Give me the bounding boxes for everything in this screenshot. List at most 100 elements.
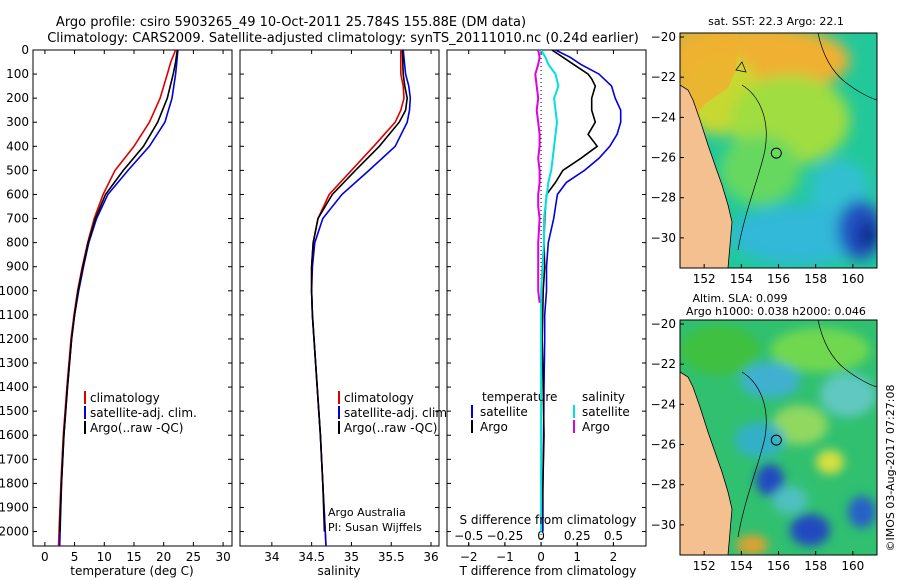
depth-tick-label: 100 bbox=[6, 67, 29, 81]
depth-tick-label: 0 bbox=[21, 43, 29, 57]
sst-map: sat. SST: 22.3 Argo: 22.1 152 154 156 158 16… bbox=[651, 15, 878, 286]
sla-map-subtitle: Argo h1000: 0.038 h2000: 0.046 bbox=[686, 305, 866, 318]
map-lat-label: −28 bbox=[651, 191, 676, 205]
difference-depth-ticks bbox=[447, 49, 646, 533]
sla-colour-blobs bbox=[680, 325, 876, 555]
x-tick-label: 0 bbox=[41, 550, 49, 564]
x-tick-label: 34.5 bbox=[298, 550, 325, 564]
imos-credit: ©IMOS 03-Aug-2017 07:27:08 bbox=[884, 385, 897, 552]
legend-label-climatology: climatology bbox=[90, 391, 160, 405]
x-tick-label: 35 bbox=[344, 550, 359, 564]
sla-contour bbox=[737, 371, 767, 538]
legend-label-s-satellite: satellite bbox=[582, 405, 630, 419]
series-line-argo-raw-qc- bbox=[58, 50, 179, 532]
map-lat-label: −26 bbox=[651, 438, 676, 452]
depth-tick-label: 600 bbox=[6, 187, 29, 201]
map-lat-label: −20 bbox=[651, 317, 676, 331]
depth-tick-label: 1700 bbox=[0, 452, 29, 466]
sst-map-field bbox=[680, 33, 877, 268]
salinity-x-axis: 34 34.5 35 35.5 36 bbox=[264, 50, 439, 564]
legend-label-argo: Argo(..raw -QC) bbox=[344, 421, 437, 435]
sla-high-blob bbox=[816, 450, 844, 474]
sst-map-ticks: 152 154 156 158 160 −20 −22 −24 −26 −28 −30 bbox=[651, 30, 865, 286]
map-lat-label: −30 bbox=[651, 231, 676, 245]
x-tick-label: 20 bbox=[156, 550, 171, 564]
map-lat-label: −30 bbox=[651, 518, 676, 532]
x-tick-label: 25 bbox=[186, 550, 201, 564]
sla-high-blob bbox=[736, 535, 768, 555]
depth-tick-label: 1100 bbox=[0, 308, 29, 322]
sst-reef bbox=[735, 61, 747, 73]
sla-low-blob bbox=[756, 464, 784, 496]
sla-blob bbox=[740, 362, 800, 398]
temperature-x-axis: 0 5 10 15 20 25 30 bbox=[41, 50, 231, 564]
x-tick-label: 10 bbox=[97, 550, 112, 564]
map-lon-label: 152 bbox=[693, 272, 716, 286]
depth-tick-label: 1000 bbox=[0, 284, 29, 298]
legend-title-temperature: temperature bbox=[482, 390, 557, 404]
depth-tick-label: 1400 bbox=[0, 380, 29, 394]
difference-x-axes: −2 −1 0 1 2 −0.5 −0.25 0 0.25 0.5 bbox=[454, 50, 623, 564]
legend-label-t-satellite: satellite bbox=[480, 405, 528, 419]
sla-map: Altim. SLA: 0.099 Argo h1000: 0.038 h200… bbox=[651, 292, 878, 573]
map-lon-label: 154 bbox=[730, 559, 753, 573]
depth-tick-label: 1600 bbox=[0, 428, 29, 442]
sla-blob bbox=[772, 486, 808, 514]
legend-label-s-argo: Argo bbox=[582, 420, 610, 434]
map-lon-label: 156 bbox=[767, 559, 790, 573]
sst-coastal-warm bbox=[680, 33, 738, 112]
argo-location-marker bbox=[770, 434, 782, 446]
depth-tick-label: 700 bbox=[6, 212, 29, 226]
sst-contour bbox=[817, 33, 877, 101]
legend-label-satellite: satellite-adj. clim. bbox=[90, 406, 197, 420]
footer-pi: PI: Susan Wijffels bbox=[328, 521, 422, 534]
depth-tick-label: 1800 bbox=[0, 476, 29, 490]
salinity-axes-frame bbox=[239, 49, 440, 547]
depth-tick-label: 1900 bbox=[0, 500, 29, 514]
x-tick-label: 30 bbox=[215, 550, 230, 564]
difference-legend-temperature: temperature satellite Argo bbox=[471, 390, 557, 434]
depth-tick-label: 1500 bbox=[0, 404, 29, 418]
sla-low-blob bbox=[790, 514, 830, 546]
depth-tick-label: 500 bbox=[6, 163, 29, 177]
map-lat-label: −28 bbox=[651, 478, 676, 492]
depth-tick-label: 300 bbox=[6, 115, 29, 129]
sla-blob bbox=[772, 405, 828, 445]
sla-blob bbox=[735, 422, 785, 458]
sla-blob bbox=[680, 325, 760, 375]
temperature-xlabel: temperature (deg C) bbox=[70, 564, 193, 578]
legend-label-argo: Argo(..raw -QC) bbox=[90, 421, 183, 435]
salinity-series bbox=[310, 50, 412, 546]
legend-title-salinity: salinity bbox=[582, 390, 625, 404]
series-line-temperature-satellite bbox=[542, 50, 622, 532]
sla-land bbox=[680, 371, 733, 555]
x-tick-label: 36 bbox=[423, 550, 438, 564]
sla-map-field bbox=[680, 320, 877, 555]
depth-tick-label: 200 bbox=[6, 91, 29, 105]
difference-xlabel: T difference from climatology bbox=[459, 564, 637, 578]
sst-land bbox=[680, 84, 733, 268]
difference-series bbox=[534, 50, 622, 546]
header-line2: Climatology: CARS2009. Satellite-adjuste… bbox=[47, 31, 639, 46]
map-lon-label: 160 bbox=[841, 272, 864, 286]
difference-panel: −2 −1 0 1 2 −0.5 −0.25 0 0.25 0.5 temperature sat… bbox=[446, 49, 647, 578]
x-top-tick-label: −0.25 bbox=[487, 529, 524, 543]
sla-blob bbox=[770, 328, 870, 372]
map-lon-label: 158 bbox=[804, 559, 827, 573]
series-line-argo-raw-qc- bbox=[310, 50, 409, 532]
x-top-tick-label: 0.5 bbox=[604, 529, 623, 543]
series-line-salinity-argo bbox=[534, 50, 541, 303]
x-tick-label: −1 bbox=[496, 550, 514, 564]
x-tick-label: 0 bbox=[537, 550, 545, 564]
x-tick-label: 1 bbox=[573, 550, 581, 564]
map-lat-label: −24 bbox=[651, 110, 676, 124]
difference-legend-salinity: salinity satellite Argo bbox=[573, 390, 630, 434]
sla-blob bbox=[820, 373, 876, 417]
salinity-panel: 34 34.5 35 35.5 36 climatology satellite-adj… bbox=[239, 49, 451, 578]
legend-label-satellite: satellite-adj. clim. bbox=[344, 406, 451, 420]
salinity-xlabel: salinity bbox=[317, 564, 360, 578]
map-lat-label: −22 bbox=[651, 70, 676, 84]
legend-label-climatology: climatology bbox=[344, 391, 414, 405]
sst-cold-blob bbox=[858, 221, 877, 249]
